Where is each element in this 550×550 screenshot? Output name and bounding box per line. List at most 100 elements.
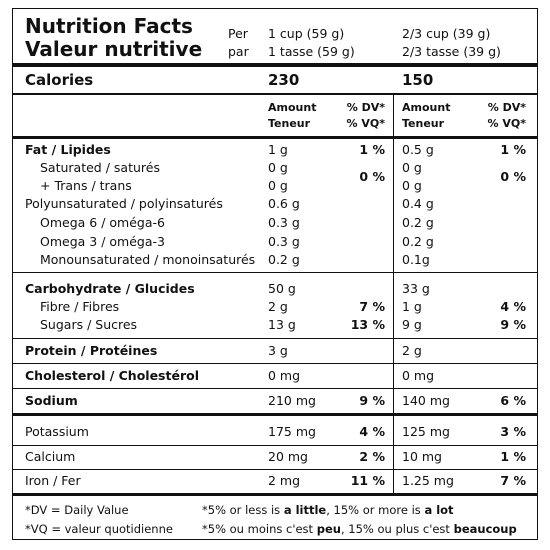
serving-size: 1 tasse (59 g) [268, 44, 355, 59]
rule [12, 363, 538, 364]
amount: 0 mg [402, 368, 435, 383]
amount: 140 mg [402, 393, 450, 408]
daily-value: 1 % [500, 449, 526, 464]
footnote: *VQ = valeur quotidienne [25, 522, 173, 536]
amount: 50 g [268, 281, 296, 296]
amount: 0.5 g [402, 142, 434, 157]
amount: 125 mg [402, 424, 450, 439]
footnote-text: , 15% ou plus c'est [340, 522, 454, 536]
amount: 0.4 g [402, 196, 434, 211]
daily-value: 4 % [500, 299, 526, 314]
amount: 210 mg [268, 393, 316, 408]
nutrient-label: Saturated / saturés [40, 160, 160, 175]
column-header: Amount [402, 101, 451, 114]
amount: 0 mg [268, 368, 301, 383]
amount: 1.25 mg [402, 473, 454, 488]
daily-value: 4 % [359, 424, 385, 439]
amount: 0 g [402, 160, 422, 175]
nutrient-label: Fat / Lipides [25, 142, 111, 157]
serving-label: par [228, 44, 249, 59]
nutrient-label: Potassium [25, 424, 89, 439]
nutrient-label: Omega 6 / oméga-6 [40, 215, 165, 230]
rule [12, 272, 538, 273]
column-header: % DV* [346, 101, 385, 114]
daily-value: 1 % [359, 142, 385, 157]
nutrient-label: Monounsaturated / monoinsaturés [40, 252, 256, 267]
calories-value: 150 [402, 71, 434, 89]
calories-label: Calories [25, 71, 94, 89]
amount: 13 g [268, 317, 296, 332]
footnote-text: a little [283, 503, 327, 517]
daily-value: 7 % [359, 299, 385, 314]
column-header: % VQ* [346, 117, 385, 130]
nutrient-label: Fibre / Fibres [40, 299, 120, 314]
title: Nutrition Facts [25, 14, 193, 38]
amount: 20 mg [268, 449, 308, 464]
footnote-text: , 15% or more is [326, 503, 425, 517]
daily-value: 0 % [359, 169, 385, 184]
nutrient-label: Iron / Fer [25, 473, 81, 488]
amount: 0.2 g [402, 215, 434, 230]
footnote-text: a lot [424, 503, 454, 517]
rule [12, 445, 538, 446]
daily-value: 13 % [350, 317, 385, 332]
rule [12, 388, 538, 389]
daily-value: 3 % [500, 424, 526, 439]
footnote: *DV = Daily Value [25, 503, 129, 517]
daily-value: 7 % [500, 473, 526, 488]
amount: 0 g [402, 178, 422, 193]
daily-value: 11 % [350, 473, 385, 488]
daily-value: 9 % [500, 317, 526, 332]
rule [12, 493, 538, 496]
rule [12, 469, 538, 470]
amount: 0.2 g [402, 234, 434, 249]
border [12, 8, 538, 540]
footnote: *5% or less is a little, 15% or more is … [202, 501, 454, 519]
nutrient-label: Carbohydrate / Glucides [25, 281, 195, 296]
nutrient-label: Cholesterol / Cholestérol [25, 368, 199, 383]
rule [12, 136, 538, 139]
amount: 0 g [268, 160, 288, 175]
serving-size: 2/3 cup (39 g) [402, 26, 491, 41]
nutrient-label: Sodium [25, 393, 78, 408]
calories-value: 230 [268, 71, 300, 89]
amount: 1 g [402, 299, 422, 314]
amount: 0.2 g [268, 252, 300, 267]
serving-size: 2/3 tasse (39 g) [402, 44, 501, 59]
nutrient-label: Protein / Protéines [25, 343, 158, 358]
column-header: Teneur [402, 117, 445, 130]
rule [12, 413, 538, 416]
amount: 2 g [402, 343, 422, 358]
nutrient-label: Polyunsaturated / polyinsaturés [25, 196, 223, 211]
amount: 2 mg [268, 473, 301, 488]
serving-label: Per [228, 26, 248, 41]
amount: 33 g [402, 281, 430, 296]
rule [12, 63, 538, 67]
rule [12, 338, 538, 339]
column-header: % VQ* [487, 117, 526, 130]
daily-value: 2 % [359, 449, 385, 464]
footnote-text: *5% ou moins c'est [202, 522, 317, 536]
amount: 3 g [268, 343, 288, 358]
nutrient-label: Calcium [25, 449, 76, 464]
column-header: Amount [268, 101, 317, 114]
amount: 0.3 g [268, 215, 300, 230]
footnote-text: *5% or less is [202, 503, 284, 517]
amount: 1 g [268, 142, 288, 157]
amount: 0.1g [402, 252, 430, 267]
daily-value: 6 % [500, 393, 526, 408]
amount: 0 g [268, 178, 288, 193]
column-header: % DV* [487, 101, 526, 114]
rule [393, 95, 394, 494]
daily-value: 9 % [359, 393, 385, 408]
footnote: *5% ou moins c'est peu, 15% ou plus c'es… [202, 520, 517, 538]
amount: 0.6 g [268, 196, 300, 211]
amount: 10 mg [402, 449, 442, 464]
footnote-text: peu [316, 522, 341, 536]
amount: 0.3 g [268, 234, 300, 249]
daily-value: 0 % [500, 169, 526, 184]
nutrient-label: Omega 3 / oméga-3 [40, 234, 165, 249]
rule [12, 93, 538, 95]
nutrient-label: Sugars / Sucres [40, 317, 138, 332]
